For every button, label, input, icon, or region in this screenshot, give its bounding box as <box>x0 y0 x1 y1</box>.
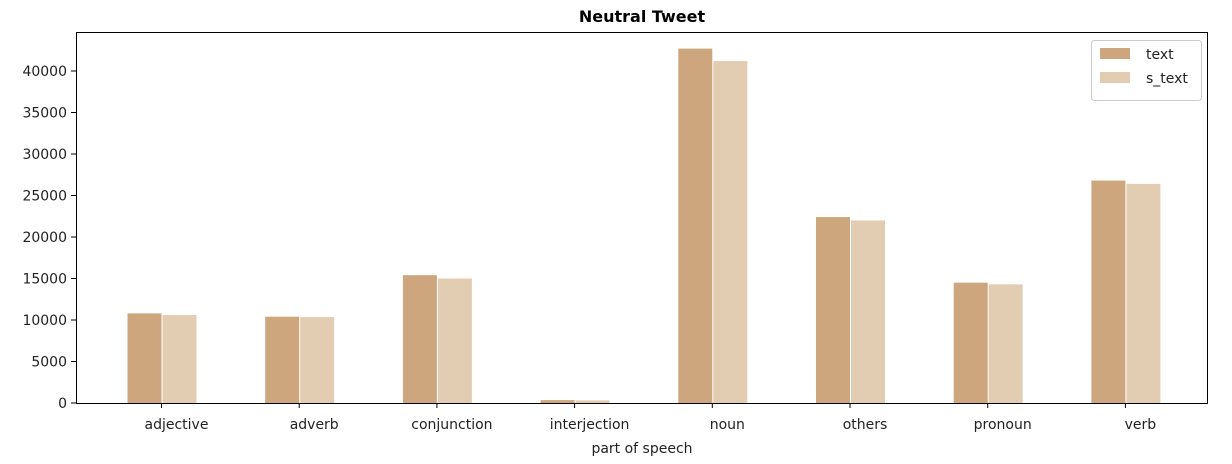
y-axis: 0 5000 10000 15000 20000 25000 30000 35000 40000 <box>22 64 76 412</box>
legend-label-s_text: s_text <box>1146 71 1188 87</box>
chart-title: Neutral Tweet <box>579 7 706 26</box>
legend-swatch-s_text <box>1100 72 1130 83</box>
x-tick-label-verb: verb <box>1125 417 1157 433</box>
bar-s_text-conjunction <box>437 278 472 403</box>
x-tick-label-others: others <box>843 417 888 433</box>
y-tick-label: 35000 <box>22 106 67 122</box>
bar-s_text-verb <box>1126 183 1161 403</box>
y-tick-label: 40000 <box>22 64 67 80</box>
x-tick-label-adverb: adverb <box>290 417 339 433</box>
bar-s_text-interjection <box>575 400 610 403</box>
y-tick-label: 30000 <box>22 147 67 163</box>
bar-s_text-others <box>851 220 885 403</box>
y-tick-label: 5000 <box>31 355 67 371</box>
x-tick-label-adjective: adjective <box>145 417 209 433</box>
x-tick-label-interjection: interjection <box>550 417 630 433</box>
legend: text s_text <box>1091 40 1202 101</box>
y-tick-label: 0 <box>58 396 67 412</box>
x-axis-label: part of speech <box>591 441 692 457</box>
bar-s_text-adjective <box>162 315 197 403</box>
bar-text-conjunction <box>402 275 437 403</box>
bar-text-pronoun <box>953 282 988 403</box>
legend-label-text: text <box>1146 47 1174 63</box>
legend-swatch-text <box>1100 48 1130 59</box>
bar-s_text-pronoun <box>988 284 1023 403</box>
bar-s_text-adverb <box>300 317 335 403</box>
bar-text-others <box>816 217 850 403</box>
plot-area <box>76 32 1208 404</box>
x-tick-label-noun: noun <box>710 417 745 433</box>
y-tick-label: 10000 <box>22 313 67 329</box>
y-tick-label: 20000 <box>22 230 67 246</box>
bars <box>127 48 1161 404</box>
y-tick-label: 15000 <box>22 272 67 288</box>
y-tick-label: 25000 <box>22 189 67 205</box>
bar-text-adjective <box>127 313 162 403</box>
x-tick-label-conjunction: conjunction <box>411 417 492 433</box>
bar-text-interjection <box>540 400 575 403</box>
bar-text-noun <box>678 48 713 404</box>
bar-s_text-noun <box>713 61 748 403</box>
bar-text-verb <box>1091 180 1126 403</box>
bar-text-adverb <box>265 316 300 403</box>
x-axis: adjective adverb conjunction interjection no… <box>145 403 1157 433</box>
x-tick-label-pronoun: pronoun <box>974 417 1032 433</box>
